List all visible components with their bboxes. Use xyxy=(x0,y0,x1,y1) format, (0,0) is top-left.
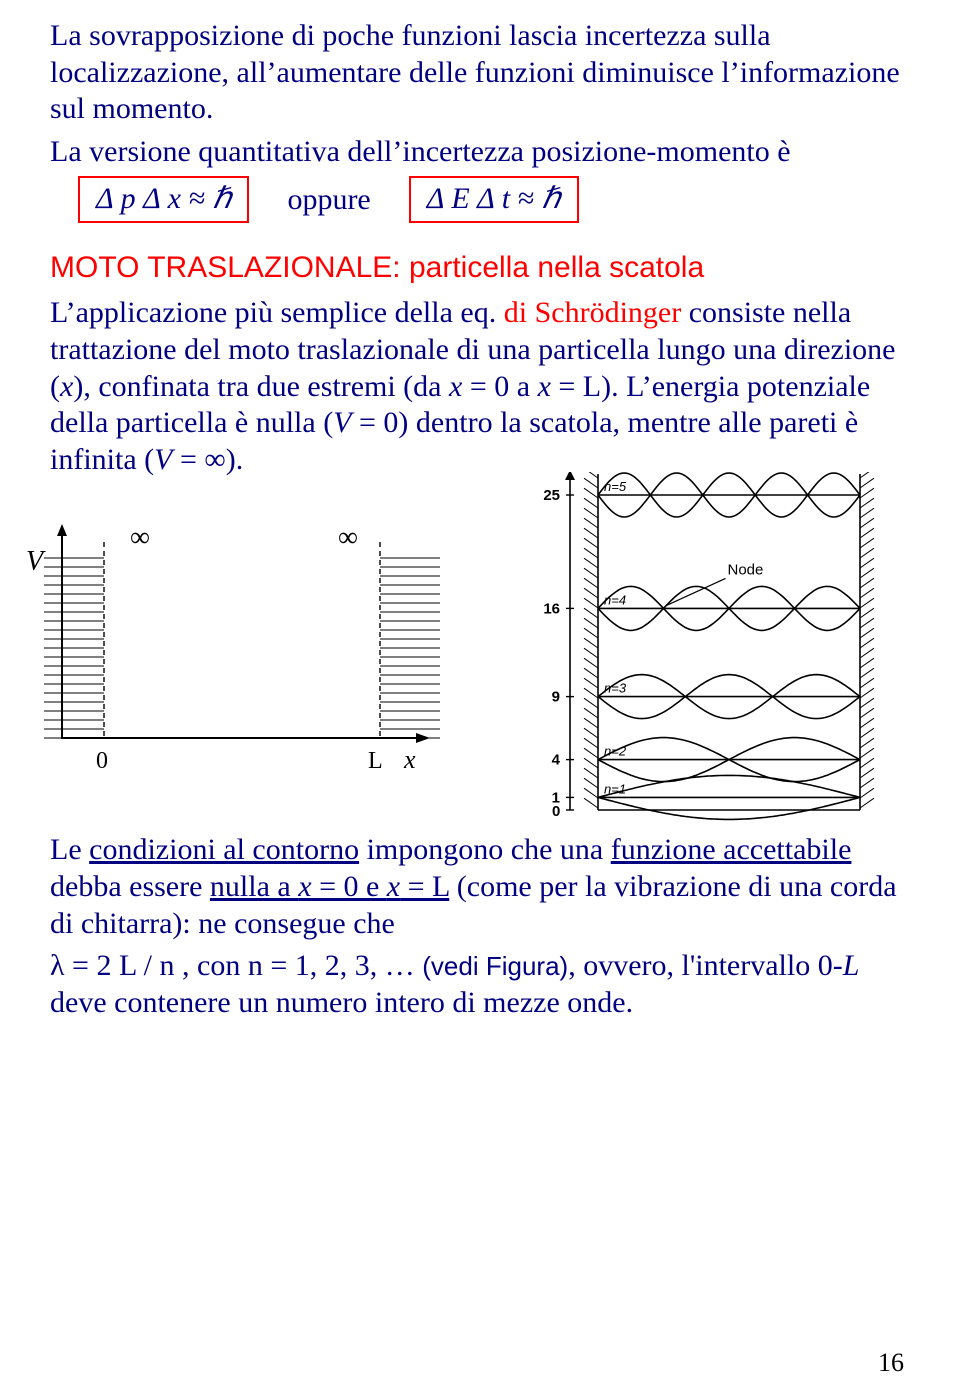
page-number: 16 xyxy=(878,1348,904,1378)
page: La sovrapposizione di poche funzioni las… xyxy=(0,0,960,1392)
text: = L). L xyxy=(551,370,642,403)
text: , ovvero, l'intervallo 0- xyxy=(568,949,843,982)
text: Le xyxy=(50,833,89,866)
text: incertezza posizione-momento è xyxy=(402,135,790,168)
paragraph-intro: La sovrapposizione di poche funzioni las… xyxy=(50,18,910,128)
svg-text:Node: Node xyxy=(728,562,764,579)
svg-text:1: 1 xyxy=(552,790,560,807)
svg-text:L: L xyxy=(368,748,383,774)
text: debba essere xyxy=(50,870,210,903)
potential-well-figure: V ∞ ∞ 0 Lx xyxy=(20,512,450,782)
formula-box-left: Δ p Δ x ≈ ℏ xyxy=(78,176,249,223)
underlined-text: nulla a x = 0 e x = L xyxy=(210,870,449,903)
var-V: V xyxy=(154,443,172,476)
svg-text:V: V xyxy=(26,546,46,577)
text: L xyxy=(50,296,66,329)
var-x: x xyxy=(60,370,73,403)
underlined-text: funzione accettabile xyxy=(611,833,852,866)
var-x: x xyxy=(449,370,462,403)
svg-text:25: 25 xyxy=(543,487,560,504)
paragraph-lambda: λ = 2 L / n , con n = 1, 2, 3, … (vedi F… xyxy=(50,948,910,1021)
underlined-text: condizioni al contorno xyxy=(89,833,359,866)
svg-text:∞: ∞ xyxy=(130,522,150,553)
text: impongono che una xyxy=(359,833,611,866)
oppure-label: oppure xyxy=(287,183,370,217)
text: = 0 a xyxy=(462,370,537,403)
paragraph-closing: Le condizioni al contorno impongono che … xyxy=(50,832,910,942)
formula-box-right: Δ E Δ t ≈ ℏ xyxy=(409,176,579,223)
text: = ∞). xyxy=(172,443,243,476)
svg-text:n=5: n=5 xyxy=(604,479,627,494)
svg-text:9: 9 xyxy=(552,689,560,706)
var-V: V xyxy=(333,406,351,439)
energy-levels-figure: 01n=14n=29n=316n=425n=5Node xyxy=(492,472,922,822)
schrodinger-ref: di Schrödinger xyxy=(504,296,681,329)
figures-container: V∞∞0Lx 01n=14n=29n=316n=425n=5Node xyxy=(50,484,910,822)
svg-text:4: 4 xyxy=(552,752,561,769)
text: applicazione più semplice della eq. xyxy=(76,296,504,329)
text: ), confinata tra due estremi (da xyxy=(73,370,449,403)
text: aumentare delle funzioni diminuisce l xyxy=(277,56,730,89)
text: λ = 2 L / n , con n = 1, 2, 3, … xyxy=(50,949,422,982)
text: La versione quantitativa dell xyxy=(50,135,392,168)
text: deve contenere un numero intero di mezze… xyxy=(50,986,633,1019)
section-title: MOTO TRASLAZIONALE: particella nella sca… xyxy=(50,251,910,285)
vedi-figura: (vedi Figura) xyxy=(422,951,568,981)
var-L: L xyxy=(843,949,860,982)
formula-row: Δ p Δ x ≈ ℏ oppure Δ E Δ t ≈ ℏ xyxy=(78,176,910,223)
var-x: x xyxy=(538,370,551,403)
svg-text:16: 16 xyxy=(543,601,560,618)
svg-text:0: 0 xyxy=(96,748,108,774)
svg-text:∞: ∞ xyxy=(338,522,358,553)
svg-text:x: x xyxy=(403,745,416,774)
paragraph-body: L’applicazione più semplice della eq. di… xyxy=(50,295,910,478)
paragraph-quantitative: La versione quantitativa dell’incertezza… xyxy=(50,134,910,171)
